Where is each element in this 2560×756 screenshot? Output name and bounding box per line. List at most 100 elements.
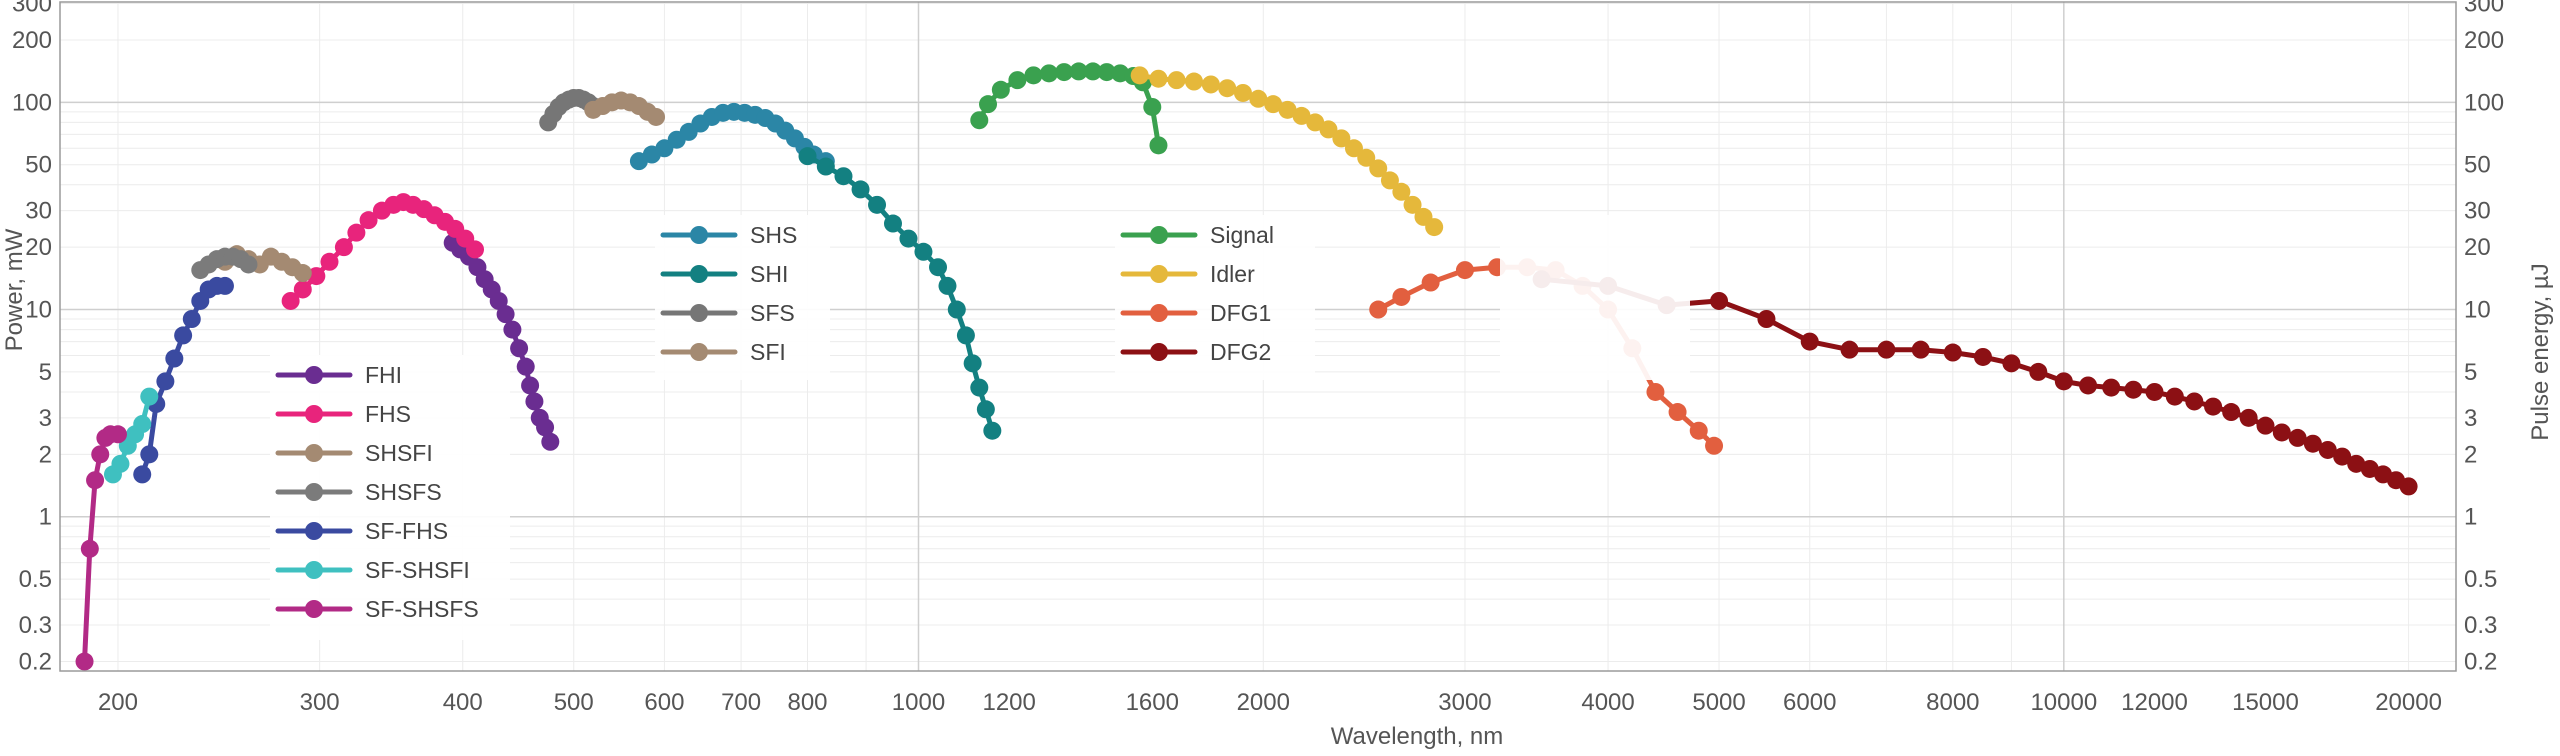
data-point-idler: [1278, 100, 1297, 119]
data-point-shi: [983, 421, 1002, 440]
y-tick-label-left: 20: [25, 234, 52, 261]
y-tick-label-left: 50: [25, 152, 52, 179]
y-tick-label-right: 10: [2464, 297, 2491, 324]
data-point-idler: [1233, 83, 1252, 102]
legend-marker-fhs: [305, 405, 323, 423]
x-tick-label: 200: [98, 689, 138, 716]
data-point-dfg2: [2222, 403, 2241, 422]
y-tick-label-right: 2: [2464, 441, 2477, 468]
data-point-idler: [1306, 113, 1325, 132]
data-point-signal: [970, 111, 989, 130]
data-point-sf-fhs: [140, 445, 159, 464]
data-point-fhi: [516, 357, 535, 376]
x-tick-label: 1000: [892, 689, 945, 716]
legend-label-shs: SHS: [750, 222, 797, 248]
y-tick-label-left: 30: [25, 198, 52, 225]
y-axis-title-right: Pulse energy, µJ: [2527, 263, 2554, 440]
legend-marker-shi: [690, 265, 708, 283]
data-point-fhi: [541, 432, 560, 451]
data-point-idler: [1201, 75, 1220, 94]
legend-marker-shsfs: [305, 483, 323, 501]
legend-marker-signal: [1150, 226, 1168, 244]
data-point-dfg2: [1710, 291, 1729, 310]
series-layer: [75, 62, 2418, 671]
data-point-signal: [1149, 136, 1168, 155]
legend-label-signal: Signal: [1210, 222, 1274, 248]
y-tick-label-right: 300: [2464, 0, 2504, 17]
series-line-idler: [1137, 72, 1437, 230]
y-tick-label-left: 200: [12, 27, 52, 54]
data-point-dfg1: [1392, 287, 1411, 306]
legend-label-shsfi: SHSFI: [365, 440, 433, 466]
data-point-idler: [1218, 79, 1237, 98]
series-line-shi: [805, 153, 995, 434]
series-sf-shsfi: [103, 387, 159, 484]
x-tick-label: 12000: [2121, 689, 2188, 716]
y-tick-label-left: 0.3: [19, 612, 52, 639]
data-point-fhi: [489, 291, 508, 310]
x-tick-label: 6000: [1783, 689, 1836, 716]
series-shsfs: [191, 247, 258, 280]
data-point-shi: [883, 214, 902, 233]
data-point-dfg2: [2333, 447, 2352, 466]
data-point-fhi: [510, 339, 529, 358]
legend-label-shsfs: SHSFS: [365, 479, 442, 505]
data-point-dfg2: [2288, 428, 2307, 447]
series-signal: [970, 62, 1168, 155]
legend-marker-idler: [1150, 265, 1168, 283]
data-point-dfg1: [1646, 382, 1665, 401]
data-point-signal: [1024, 66, 1043, 85]
y-tick-label-right: 0.2: [2464, 649, 2497, 676]
x-tick-label: 500: [554, 689, 594, 716]
legend-marker-sf-fhs: [305, 522, 323, 540]
data-point-dfg1: [1689, 421, 1708, 440]
data-point-idler: [1344, 139, 1363, 158]
data-point-sf-shsfi: [111, 454, 130, 473]
data-point-fhi: [536, 418, 555, 437]
x-tick-label: 3000: [1438, 689, 1491, 716]
y-tick-label-right: 200: [2464, 27, 2504, 54]
data-point-dfg2: [2185, 392, 2204, 411]
x-tick-label: 15000: [2232, 689, 2299, 716]
data-point-idler: [1369, 159, 1388, 178]
legend-marker-sf-shsfs: [305, 600, 323, 618]
data-point-dfg1: [1421, 273, 1440, 292]
data-point-sfi: [647, 107, 666, 126]
x-tick-label: 400: [443, 689, 483, 716]
legend-label-sfi: SFI: [750, 339, 786, 365]
y-tick-label-right: 30: [2464, 198, 2491, 225]
legend-1: FHI FHS SHSFI SHSFS SF-FHS SF-SHSFI SF-SHSFS: [270, 355, 510, 640]
data-point-signal: [1040, 64, 1059, 83]
plot-frame: [59, 1, 2457, 672]
data-point-dfg2: [2124, 380, 2143, 399]
data-point-fhs: [466, 240, 485, 259]
data-point-signal: [979, 95, 998, 114]
data-point-dfg2: [1877, 340, 1896, 359]
y-tick-label-right: 100: [2464, 89, 2504, 116]
x-tick-label: 20000: [2375, 689, 2442, 716]
data-point-sf-shsfs: [108, 425, 127, 444]
y-axis-title-left: Power, mW: [1, 228, 28, 351]
data-point-idler: [1403, 195, 1422, 214]
data-point-dfg2: [2145, 382, 2164, 401]
data-point-sf-fhs: [182, 310, 201, 329]
data-point-dfg1: [1705, 436, 1724, 455]
data-point-shi: [963, 354, 982, 373]
legend-label-sf-fhs: SF-FHS: [365, 518, 448, 544]
series-sf-shsfs: [75, 425, 127, 671]
data-point-shi: [914, 242, 933, 261]
data-point-dfg2: [2054, 372, 2073, 391]
data-point-sf-shsfs: [86, 471, 105, 490]
legend-marker-shsfi: [305, 444, 323, 462]
y-tick-label-left: 100: [12, 89, 52, 116]
data-point-shi: [976, 400, 995, 419]
legend-marker-sfs: [690, 304, 708, 322]
data-point-fhs: [320, 252, 339, 271]
legend-background: [1500, 215, 1690, 380]
data-point-dfg2: [1757, 310, 1776, 329]
data-point-shi: [899, 229, 918, 248]
data-point-idler: [1249, 89, 1268, 108]
x-tick-label: 4000: [1581, 689, 1634, 716]
series-dfg2: [1532, 270, 2418, 496]
